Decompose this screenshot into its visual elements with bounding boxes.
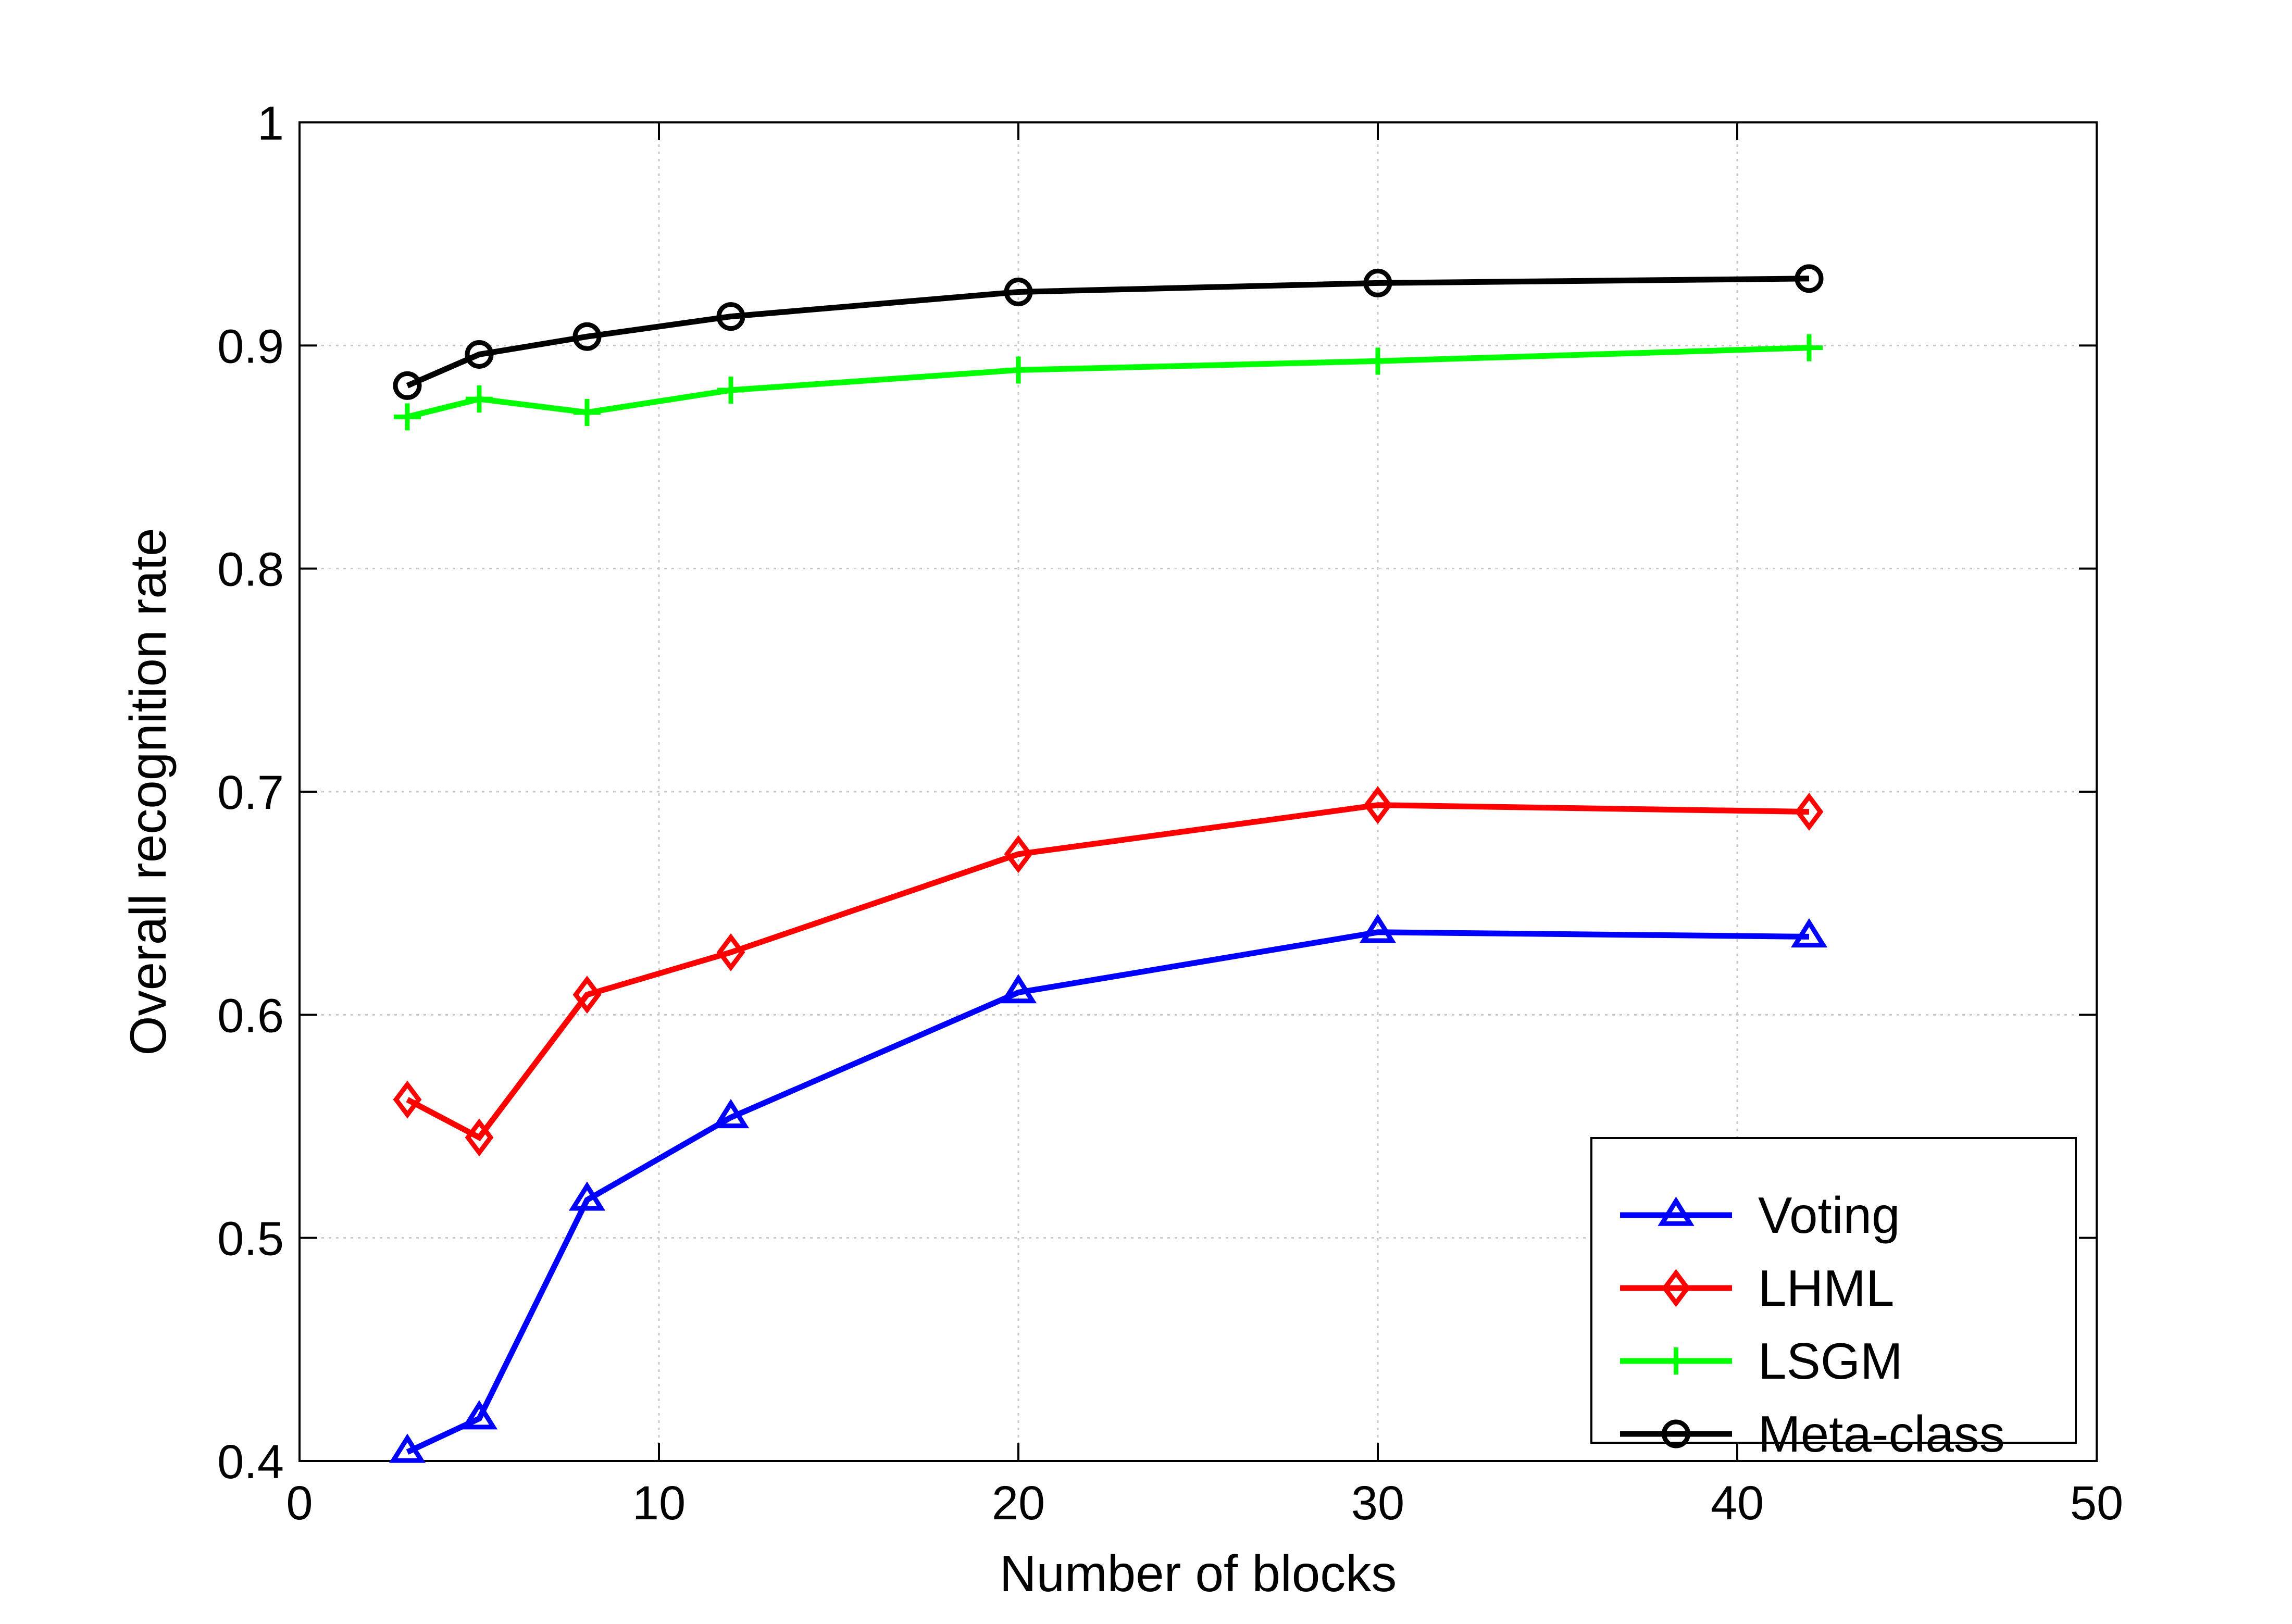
data-point bbox=[1790, 918, 1828, 948]
y-tick-label: 0.6 bbox=[217, 989, 284, 1042]
data-point bbox=[1363, 268, 1392, 297]
data-series bbox=[389, 264, 1828, 1463]
legend-label: LHML bbox=[1758, 1259, 1894, 1317]
y-tick-label: 0.9 bbox=[217, 320, 284, 373]
circle-marker bbox=[393, 371, 422, 400]
circle-marker bbox=[1004, 278, 1033, 307]
y-axis-title: Overall recognition rate bbox=[119, 528, 177, 1055]
plus-marker bbox=[717, 377, 744, 404]
series-voting bbox=[389, 914, 1828, 1463]
data-point bbox=[716, 933, 745, 971]
x-axis-title: Number of blocks bbox=[1000, 1545, 1397, 1602]
x-tick-label: 0 bbox=[286, 1477, 313, 1530]
series-lhml bbox=[393, 786, 1824, 1157]
diamond-marker bbox=[1363, 786, 1392, 825]
triangle-marker bbox=[712, 1098, 750, 1129]
data-point bbox=[1363, 786, 1392, 825]
legend-label: LSGM bbox=[1758, 1332, 1903, 1390]
circle-marker bbox=[716, 302, 745, 331]
x-tick-label: 20 bbox=[992, 1477, 1045, 1530]
data-point bbox=[1004, 278, 1033, 307]
data-point bbox=[1004, 835, 1033, 873]
triangle-marker bbox=[1000, 974, 1037, 1004]
x-tick-label: 10 bbox=[632, 1477, 686, 1530]
data-point bbox=[1795, 793, 1824, 831]
legend: Voting LHML LSGM Meta-class bbox=[1590, 1137, 2077, 1463]
plus-marker bbox=[394, 403, 421, 431]
plus-marker bbox=[1364, 347, 1391, 375]
triangle-marker bbox=[1790, 918, 1828, 948]
plus-marker bbox=[574, 398, 601, 426]
data-point bbox=[1000, 974, 1037, 1004]
circle-marker bbox=[1662, 1419, 1690, 1448]
circle-marker bbox=[465, 340, 494, 369]
circle-marker bbox=[572, 322, 602, 351]
data-point bbox=[465, 1118, 494, 1157]
x-tick-label: 30 bbox=[1351, 1477, 1404, 1530]
data-point bbox=[1796, 334, 1823, 361]
legend-entry: LSGM bbox=[1620, 1332, 1903, 1390]
diamond-marker bbox=[716, 933, 745, 971]
data-point bbox=[393, 1080, 422, 1119]
diamond-marker bbox=[572, 976, 602, 1014]
plus-marker bbox=[466, 385, 493, 413]
data-point bbox=[716, 302, 745, 331]
data-point bbox=[460, 1400, 498, 1430]
legend-entry: Voting bbox=[1620, 1186, 1900, 1244]
legend-entry: LHML bbox=[1620, 1259, 1894, 1317]
tick-labels: 0 10 20 30 40 50 0.4 0.5 0.6 0.7 0.8 0.9 1 bbox=[217, 97, 2123, 1530]
data-point bbox=[572, 322, 602, 351]
data-point bbox=[1359, 914, 1397, 943]
y-tick-label: 0.4 bbox=[217, 1435, 284, 1489]
grid-lines bbox=[300, 122, 2097, 1461]
diamond-marker bbox=[393, 1080, 422, 1119]
circle-marker bbox=[1363, 268, 1392, 297]
data-point bbox=[393, 371, 422, 400]
data-point bbox=[572, 976, 602, 1014]
triangle-marker bbox=[568, 1181, 606, 1211]
data-point bbox=[1795, 264, 1824, 293]
plus-marker bbox=[1005, 356, 1032, 384]
triangle-marker bbox=[460, 1400, 498, 1430]
legend-entry: Meta-class bbox=[1620, 1405, 2005, 1463]
data-point bbox=[1005, 356, 1032, 384]
y-tick-label: 0.5 bbox=[217, 1213, 284, 1266]
plus-marker bbox=[1662, 1347, 1690, 1375]
data-point bbox=[712, 1098, 750, 1129]
plot-frame bbox=[298, 121, 2098, 1462]
series-line bbox=[406, 929, 1810, 1455]
data-point bbox=[466, 385, 493, 413]
y-tick-label: 0.8 bbox=[217, 543, 284, 596]
diamond-marker bbox=[1004, 835, 1033, 873]
triangle-marker bbox=[1658, 1196, 1695, 1226]
data-point bbox=[389, 1433, 426, 1463]
legend-label: Meta-class bbox=[1758, 1405, 2005, 1463]
diamond-marker bbox=[465, 1118, 494, 1157]
legend-entries: Voting LHML LSGM Meta-class bbox=[1620, 1186, 2005, 1463]
triangle-marker bbox=[389, 1433, 426, 1463]
data-point bbox=[717, 377, 744, 404]
data-point bbox=[568, 1181, 606, 1211]
data-point bbox=[574, 398, 601, 426]
series-line bbox=[406, 802, 1810, 1141]
diamond-marker bbox=[1662, 1269, 1690, 1307]
plus-marker bbox=[1796, 334, 1823, 361]
data-point bbox=[1364, 347, 1391, 375]
data-point bbox=[465, 340, 494, 369]
series-line bbox=[406, 276, 1810, 389]
series-meta-class bbox=[393, 264, 1824, 400]
series-lsgm bbox=[394, 334, 1823, 431]
x-tick-label: 50 bbox=[2070, 1477, 2123, 1530]
diamond-marker bbox=[1795, 793, 1824, 831]
x-tick-label: 40 bbox=[1711, 1477, 1764, 1530]
circle-marker bbox=[1795, 264, 1824, 293]
data-point bbox=[394, 403, 421, 431]
y-tick-label: 0.7 bbox=[217, 766, 284, 819]
y-tick-label: 1 bbox=[257, 97, 284, 150]
triangle-marker bbox=[1359, 914, 1397, 943]
legend-label: Voting bbox=[1758, 1186, 1900, 1244]
